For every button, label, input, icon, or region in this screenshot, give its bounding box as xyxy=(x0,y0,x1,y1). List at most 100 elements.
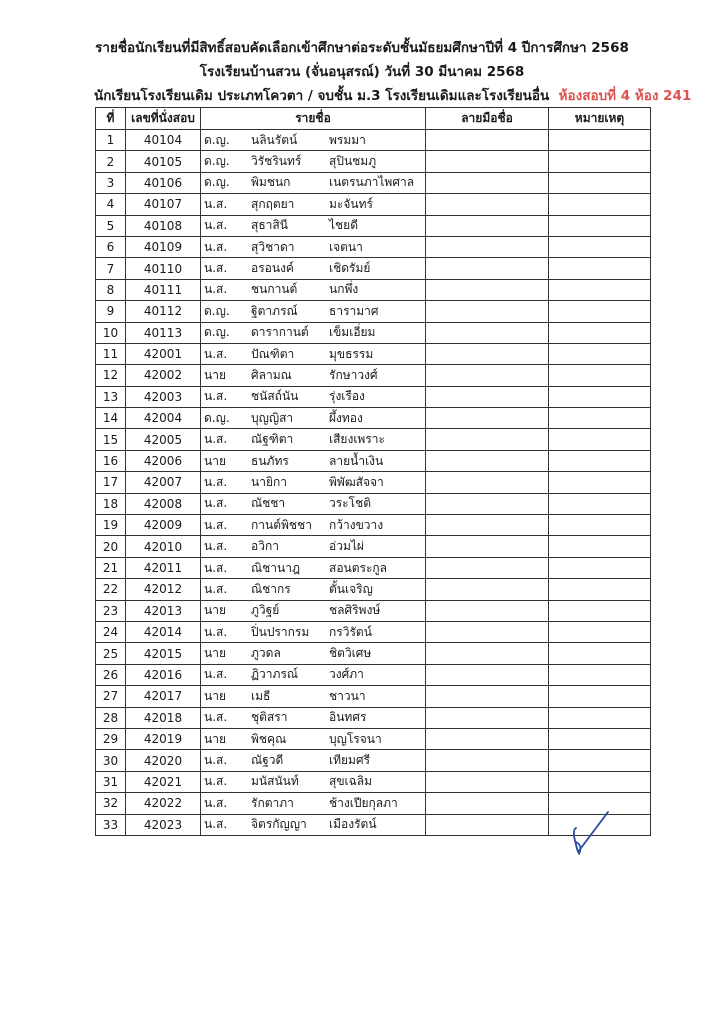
first-name: อวิกา xyxy=(251,535,329,558)
remark-cell xyxy=(548,428,651,451)
name-prefix: นาย xyxy=(200,364,251,387)
name-prefix: น.ส. xyxy=(200,385,251,409)
table-row: 3 40106 ด.ญ. พิมชนก เนตรนภาไพศาล xyxy=(95,171,651,195)
row-number: 2 xyxy=(95,150,126,173)
name-prefix: น.ส. xyxy=(200,471,251,494)
signature-cell xyxy=(425,235,549,259)
remark-cell xyxy=(548,171,651,195)
first-name: ณัฐวดี xyxy=(251,749,329,772)
seat-number: 40106 xyxy=(125,171,201,195)
seat-number: 42005 xyxy=(125,428,201,451)
row-number: 21 xyxy=(95,556,126,580)
table-row: 15 42005 น.ส. ณัฐฑิตา เสียงเพราะ xyxy=(95,428,651,451)
remark-cell xyxy=(548,642,651,665)
table-row: 11 42001 น.ส. ปัณฑิตา มุขธรรม xyxy=(95,342,651,366)
remark-cell xyxy=(548,535,651,558)
last-name: อ่วมไผ่ xyxy=(329,535,426,558)
remark-cell xyxy=(548,257,651,280)
row-number: 16 xyxy=(95,449,126,473)
row-number: 31 xyxy=(95,770,126,794)
last-name: ไชยดี xyxy=(329,214,426,237)
table-row: 26 42016 น.ส. ฏิวาภรณ์ วงศ์ภา xyxy=(95,663,651,687)
row-number: 7 xyxy=(95,257,126,280)
row-number: 33 xyxy=(95,813,126,836)
remark-cell xyxy=(548,235,651,259)
row-number: 8 xyxy=(95,278,126,302)
name-prefix: น.ส. xyxy=(200,514,251,537)
name-prefix: น.ส. xyxy=(200,770,251,794)
seat-number: 42004 xyxy=(125,407,201,430)
last-name: อินทศร xyxy=(329,706,426,729)
row-number: 12 xyxy=(95,364,126,387)
last-name: ช้างเปียกุลภา xyxy=(329,792,426,815)
table-row: 33 42023 น.ส. จิตรกัญญา เมืองรัตน์ xyxy=(95,813,651,836)
first-name: ชนกานต์ xyxy=(251,278,329,302)
last-name: เจตนา xyxy=(329,235,426,259)
category-text: นักเรียนโรงเรียนเดิม ประเภทโควตา / จบชั้… xyxy=(94,88,550,104)
row-number: 6 xyxy=(95,235,126,259)
remark-cell xyxy=(548,321,651,344)
name-prefix: ด.ญ. xyxy=(200,407,251,430)
first-name: รักตาภา xyxy=(251,792,329,815)
signature-cell xyxy=(425,128,549,152)
school-date-line: โรงเรียนบ้านสวน (จั่นอนุสรณ์) วันที่ 30 … xyxy=(199,64,525,80)
remark-cell xyxy=(548,492,651,516)
remark-cell xyxy=(548,727,651,751)
first-name: ศิลามณ xyxy=(251,364,329,387)
table-row: 6 40109 น.ส. สุวิชาดา เจตนา xyxy=(95,235,651,259)
seat-number: 40108 xyxy=(125,214,201,237)
row-number: 28 xyxy=(95,706,126,729)
signature-cell xyxy=(425,642,549,665)
seat-number: 42008 xyxy=(125,492,201,516)
name-prefix: ด.ญ. xyxy=(200,321,251,344)
signature-cell xyxy=(425,364,549,387)
col-number: ที่ xyxy=(95,107,126,130)
row-number: 9 xyxy=(95,300,126,323)
seat-number: 42017 xyxy=(125,685,201,708)
row-number: 4 xyxy=(95,193,126,216)
signature-cell xyxy=(425,599,549,622)
seat-number: 42009 xyxy=(125,514,201,537)
seat-number: 42003 xyxy=(125,385,201,409)
signature-cell xyxy=(425,150,549,173)
seat-number: 40109 xyxy=(125,235,201,259)
remark-cell xyxy=(548,364,651,387)
seat-number: 42007 xyxy=(125,471,201,494)
exam-room-label: ห้องสอบที่ 4 ห้อง 241 xyxy=(558,88,692,104)
signature-cell xyxy=(425,813,549,836)
row-number: 15 xyxy=(95,428,126,451)
col-name: รายชื่อ xyxy=(200,107,426,130)
row-number: 1 xyxy=(95,128,126,152)
table-row: 13 42003 น.ส. ชนัสถ์นัน รุ่งเรือง xyxy=(95,385,651,409)
table-header-row: ที่ เลขที่นั่งสอบ รายชื่อ ลายมือชื่อ หมา… xyxy=(95,107,651,130)
first-name: ปัณฑิตา xyxy=(251,342,329,366)
last-name: ชลศิริพงษ์ xyxy=(329,599,426,622)
remark-cell xyxy=(548,471,651,494)
name-prefix: ด.ญ. xyxy=(200,300,251,323)
last-name: เสียงเพราะ xyxy=(329,428,426,451)
seat-number: 42012 xyxy=(125,578,201,601)
row-number: 3 xyxy=(95,171,126,195)
last-name: มะจันทร์ xyxy=(329,193,426,216)
signature-cell xyxy=(425,727,549,751)
remark-cell xyxy=(548,578,651,601)
row-number: 23 xyxy=(95,599,126,622)
row-number: 5 xyxy=(95,214,126,237)
row-number: 22 xyxy=(95,578,126,601)
signature-cell xyxy=(425,278,549,302)
row-number: 30 xyxy=(95,749,126,772)
table-row: 32 42022 น.ส. รักตาภา ช้างเปียกุลภา xyxy=(95,792,651,815)
name-prefix: น.ส. xyxy=(200,492,251,516)
first-name: ณิชากร xyxy=(251,578,329,601)
remark-cell xyxy=(548,342,651,366)
signature-cell xyxy=(425,706,549,729)
remark-cell xyxy=(548,128,651,152)
row-number: 10 xyxy=(95,321,126,344)
row-number: 11 xyxy=(95,342,126,366)
name-prefix: น.ส. xyxy=(200,813,251,836)
row-number: 25 xyxy=(95,642,126,665)
table-row: 30 42020 น.ส. ณัฐวดี เทียมศรี xyxy=(95,749,651,772)
remark-cell xyxy=(548,706,651,729)
last-name: ชาวนา xyxy=(329,685,426,708)
last-name: มุขธรรม xyxy=(329,342,426,366)
